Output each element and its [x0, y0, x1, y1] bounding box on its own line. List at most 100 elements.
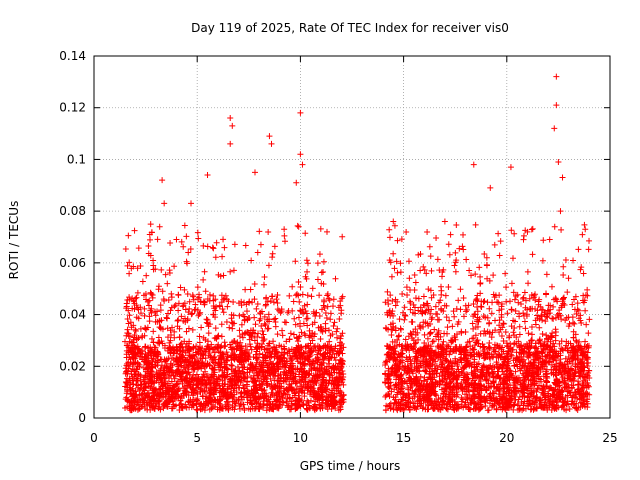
data-point — [536, 324, 543, 331]
data-point — [580, 270, 587, 277]
data-point — [258, 323, 265, 330]
data-point — [386, 234, 393, 241]
data-point — [167, 307, 174, 314]
data-point — [324, 350, 331, 357]
data-point — [477, 273, 484, 280]
data-point — [502, 270, 509, 277]
data-point — [312, 367, 319, 374]
data-point — [130, 381, 137, 388]
data-point — [253, 305, 260, 312]
data-point — [476, 264, 483, 271]
data-point — [323, 315, 330, 322]
data-point — [168, 378, 175, 385]
data-point — [265, 228, 272, 235]
data-point — [570, 257, 577, 264]
data-point — [202, 348, 209, 355]
data-point — [292, 321, 299, 328]
data-point — [213, 239, 220, 246]
data-point — [156, 324, 163, 331]
data-point — [540, 237, 547, 244]
data-point — [292, 258, 299, 265]
data-point — [280, 351, 287, 358]
data-point — [133, 381, 140, 388]
data-point — [391, 265, 398, 272]
data-point — [317, 225, 324, 232]
data-point — [472, 221, 479, 228]
data-point — [152, 312, 159, 319]
data-point — [271, 243, 278, 250]
data-point — [285, 403, 292, 410]
data-point — [283, 319, 290, 326]
data-point — [209, 365, 216, 372]
data-point — [134, 289, 141, 296]
data-point — [206, 381, 213, 388]
data-point — [321, 305, 328, 312]
data-point — [242, 242, 249, 249]
data-point — [232, 400, 239, 407]
data-point — [451, 262, 458, 269]
data-point — [421, 266, 428, 273]
data-point — [262, 322, 269, 329]
data-point — [167, 240, 174, 247]
data-point — [539, 257, 546, 264]
data-point — [125, 332, 132, 339]
data-point — [247, 286, 254, 293]
data-point — [171, 375, 178, 382]
data-point — [564, 289, 571, 296]
data-point — [171, 328, 178, 335]
data-point — [230, 298, 237, 305]
data-point — [281, 226, 288, 233]
data-point — [331, 319, 338, 326]
data-point — [195, 235, 202, 242]
data-point — [155, 334, 162, 341]
data-point — [458, 329, 465, 336]
data-point — [460, 231, 467, 238]
data-point — [186, 305, 193, 312]
data-point — [265, 262, 272, 269]
data-point — [586, 237, 593, 244]
data-point — [269, 254, 276, 261]
data-point — [409, 319, 416, 326]
data-point — [122, 396, 129, 403]
data-point — [304, 301, 311, 308]
data-point — [187, 245, 194, 252]
data-point — [500, 320, 507, 327]
data-point — [489, 299, 496, 306]
data-point — [219, 367, 226, 374]
data-point — [254, 249, 261, 256]
data-point — [388, 273, 395, 280]
data-point — [406, 298, 413, 305]
data-point — [175, 300, 182, 307]
data-point — [274, 292, 281, 299]
data-point — [201, 268, 208, 275]
data-point — [330, 296, 337, 303]
data-point — [520, 310, 527, 317]
data-point — [230, 267, 237, 274]
data-point — [223, 318, 230, 325]
data-point — [552, 326, 559, 333]
data-point — [326, 338, 333, 345]
data-point — [304, 260, 311, 267]
data-point — [424, 229, 431, 236]
data-point — [455, 297, 462, 304]
data-point — [167, 332, 174, 339]
data-point — [127, 359, 134, 366]
data-point — [217, 273, 224, 280]
data-point — [327, 310, 334, 317]
data-point — [268, 293, 275, 300]
data-point — [521, 289, 528, 296]
data-point — [236, 312, 243, 319]
data-point — [397, 269, 404, 276]
data-point — [247, 343, 254, 350]
data-point — [254, 334, 261, 341]
data-point — [177, 284, 184, 291]
data-point — [183, 328, 190, 335]
data-point — [239, 334, 246, 341]
data-point — [286, 292, 293, 299]
data-point — [270, 360, 277, 367]
data-point — [260, 404, 267, 411]
data-point — [565, 275, 572, 282]
data-point — [203, 319, 210, 326]
data-point — [336, 316, 343, 323]
data-point — [330, 322, 337, 329]
